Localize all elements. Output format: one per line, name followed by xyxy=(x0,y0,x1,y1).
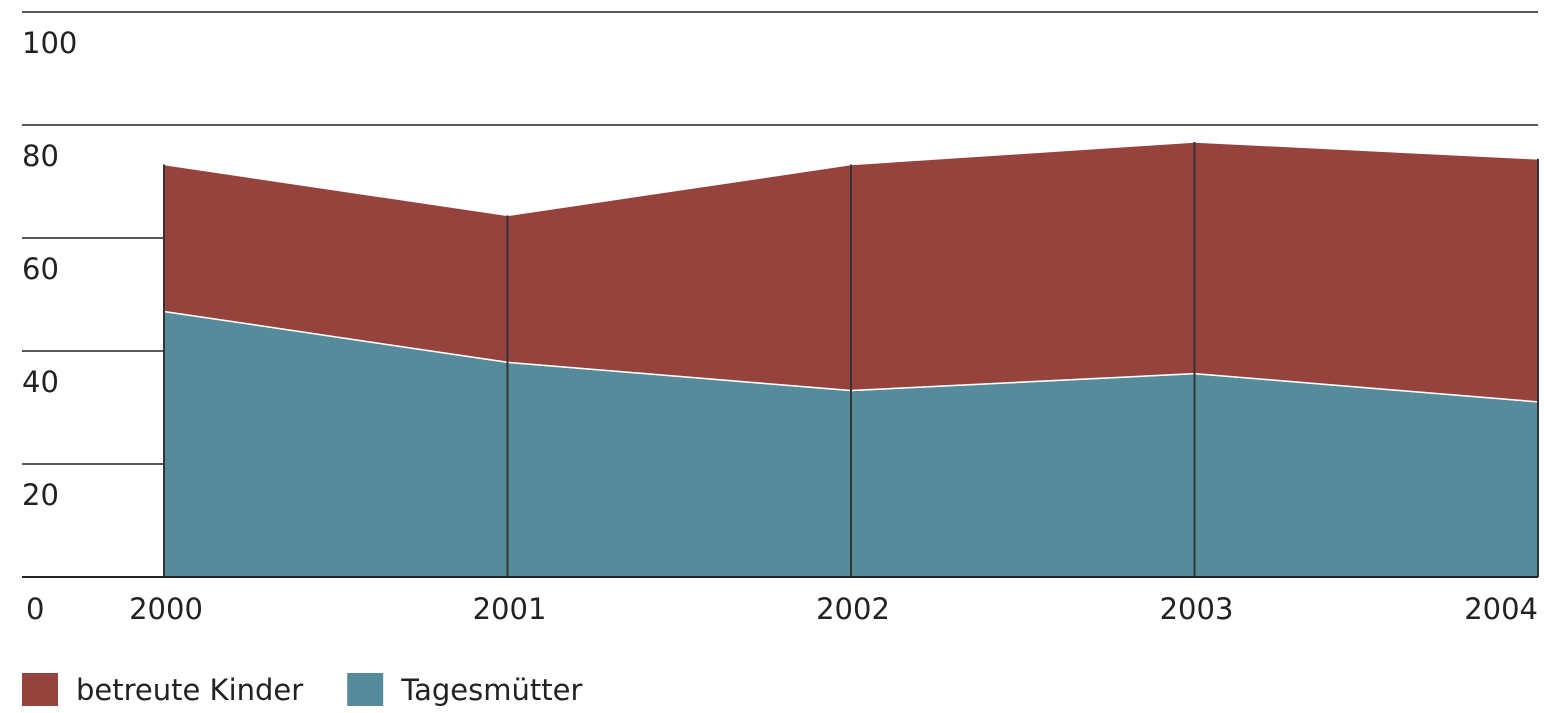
y-tick-label: 20 xyxy=(22,478,59,512)
x-tick-label: 2003 xyxy=(1160,592,1234,626)
legend-label: betreute Kinder xyxy=(76,673,303,707)
legend-swatch xyxy=(347,673,384,706)
y-tick-label: 0 xyxy=(26,592,44,626)
y-tick-label: 100 xyxy=(22,26,77,60)
y-tick-label: 40 xyxy=(22,365,59,399)
x-tick-label: 2002 xyxy=(816,592,890,626)
x-tick-label: 2000 xyxy=(129,592,203,626)
legend-label: Tagesmütter xyxy=(400,673,582,707)
x-tick-label: 2001 xyxy=(473,592,547,626)
x-tick-label: 2004 xyxy=(1464,592,1538,626)
y-tick-label: 80 xyxy=(22,139,59,173)
legend-swatch xyxy=(22,673,58,706)
y-tick-label: 60 xyxy=(22,252,59,286)
